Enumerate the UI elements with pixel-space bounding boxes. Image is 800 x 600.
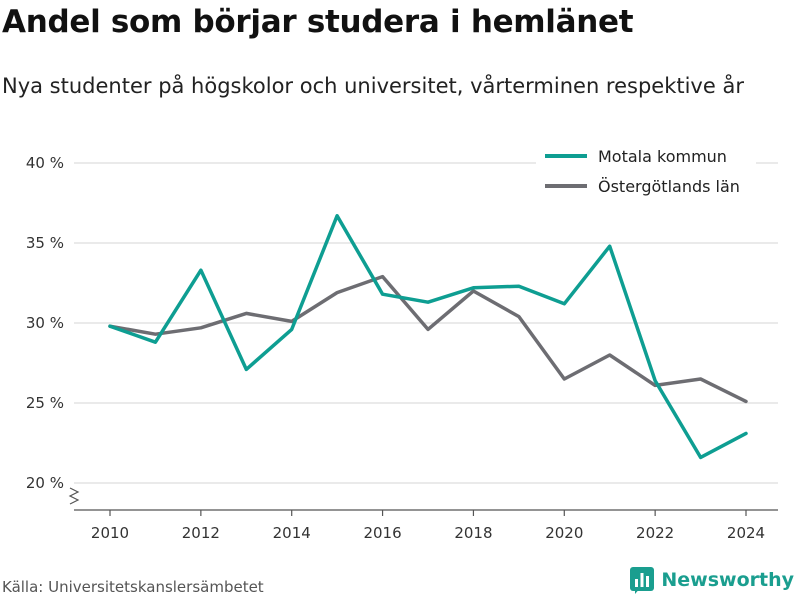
series-line-motala-kommun bbox=[108, 214, 748, 460]
y-tick-label: 20 % bbox=[26, 474, 64, 492]
x-tick-label: 2018 bbox=[454, 524, 492, 542]
chart-title: Andel som börjar studera i hemlänet bbox=[2, 4, 634, 40]
brand-name: Newsworthy bbox=[661, 569, 794, 591]
y-tick-label: 30 % bbox=[26, 314, 64, 332]
chart-subtitle: Nya studenter på högskolor och universit… bbox=[2, 74, 744, 98]
legend: Motala kommun Östergötlands län bbox=[536, 146, 756, 200]
brand-logo: Newsworthy bbox=[629, 566, 794, 594]
source-note: Källa: Universitetskanslersämbetet bbox=[2, 578, 264, 596]
bar-chart-logo-icon bbox=[630, 567, 655, 594]
legend-label: Östergötlands län bbox=[598, 177, 740, 196]
x-tick-label: 2010 bbox=[91, 524, 129, 542]
x-tick-label: 2022 bbox=[636, 524, 674, 542]
y-tick-label: 25 % bbox=[26, 394, 64, 412]
x-tick-label: 2024 bbox=[727, 524, 765, 542]
x-tick-label: 2014 bbox=[273, 524, 311, 542]
x-tick-label: 2016 bbox=[363, 524, 401, 542]
x-tick-label: 2012 bbox=[182, 524, 220, 542]
axis-break-icon bbox=[68, 487, 80, 505]
legend-label: Motala kommun bbox=[598, 147, 727, 166]
x-tick-label: 2020 bbox=[545, 524, 583, 542]
series-lines bbox=[108, 214, 748, 460]
series-line-sterg-tlands-l-n bbox=[108, 274, 748, 404]
y-tick-label: 35 % bbox=[26, 234, 64, 252]
grid-lines bbox=[74, 162, 778, 484]
y-tick-label: 40 % bbox=[26, 154, 64, 172]
axes: 20 % 25 % 30 % 35 % 40 % 2010 2012 2014 2016 2018… bbox=[26, 154, 778, 542]
